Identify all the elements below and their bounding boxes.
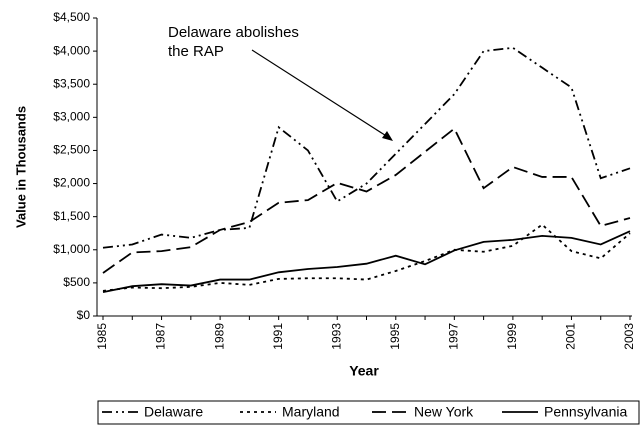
- y-tick-label: $1,000: [53, 242, 90, 256]
- y-tick-label: $4,000: [53, 43, 90, 57]
- x-tick-label: 1999: [505, 323, 519, 350]
- legend-label: New York: [414, 404, 474, 420]
- legend-label: Maryland: [282, 404, 340, 420]
- series-line: [102, 127, 631, 274]
- series-line: [102, 223, 631, 292]
- arrow-head: [382, 131, 393, 141]
- annotation-line: Delaware abolishes: [168, 24, 299, 41]
- x-tick-label: 1995: [388, 323, 402, 350]
- y-tick-label: $3,500: [53, 76, 90, 90]
- series-line: [102, 230, 631, 294]
- y-tick-label: $2,000: [53, 176, 90, 190]
- legend-label: Pennsylvania: [544, 404, 627, 420]
- y-tick-label: $2,500: [53, 143, 90, 157]
- x-tick-label: 2003: [622, 323, 636, 350]
- series-line: [102, 46, 631, 249]
- x-axis-label: Year: [349, 363, 379, 379]
- y-axis-label: Value in Thousands: [13, 106, 28, 228]
- x-tick-label: 1993: [329, 323, 343, 350]
- legend-label: Delaware: [144, 404, 203, 420]
- x-tick-label: 1987: [154, 323, 168, 350]
- legend-box: [97, 400, 640, 425]
- annotation-line: the RAP: [168, 43, 224, 60]
- x-tick-label: 1989: [212, 323, 226, 350]
- x-tick-label: 1997: [447, 323, 461, 350]
- x-tick-label: 1991: [271, 323, 285, 350]
- y-tick-label: $0: [77, 308, 91, 322]
- x-tick-label: 2001: [564, 323, 578, 350]
- annotation-arrow: [251, 49, 392, 140]
- y-tick-label: $3,000: [53, 110, 90, 124]
- y-tick-label: $1,500: [53, 209, 90, 223]
- y-tick-label: $500: [63, 275, 90, 289]
- x-tick-label: 1985: [95, 323, 109, 350]
- y-tick-label: $4,500: [53, 10, 90, 24]
